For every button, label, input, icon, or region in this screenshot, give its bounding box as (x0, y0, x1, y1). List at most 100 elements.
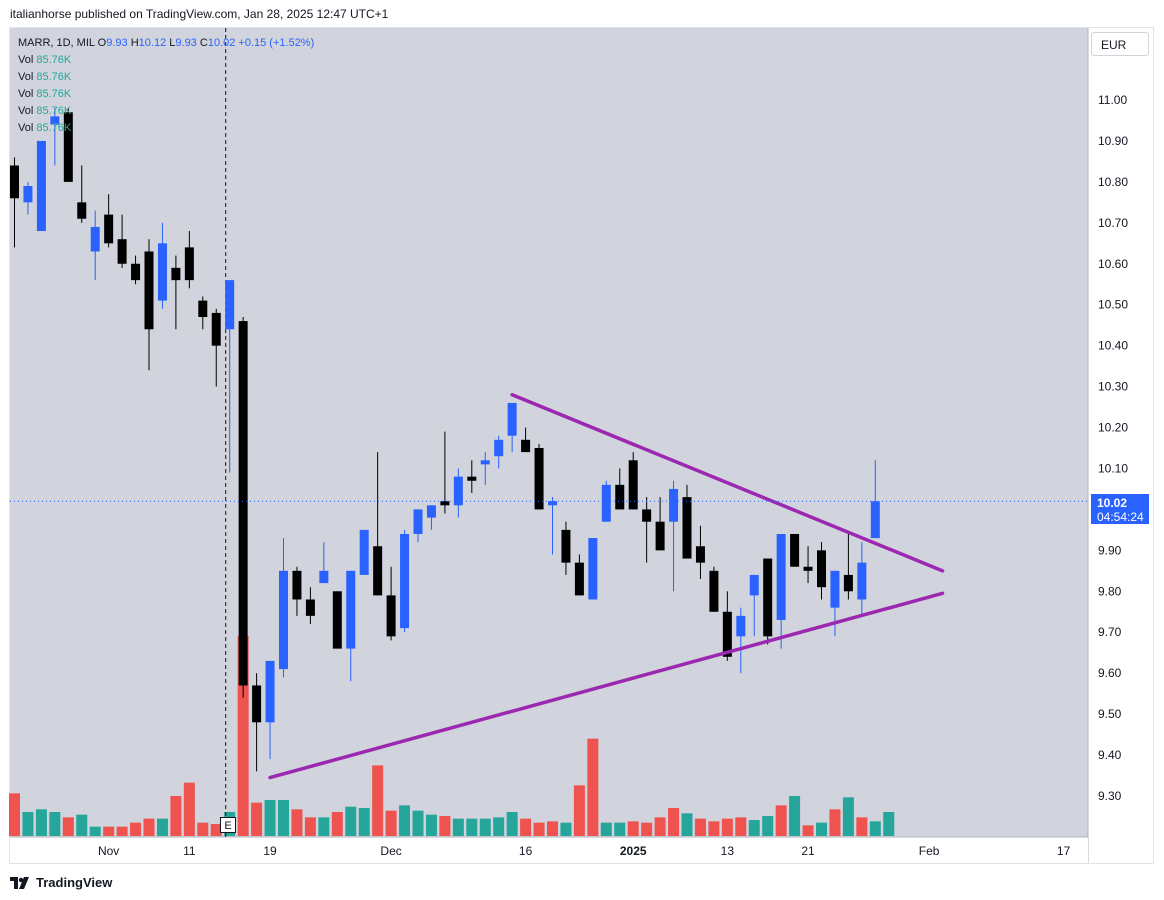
price-tick-label: 9.30 (1098, 789, 1122, 803)
volume-bar (9, 793, 20, 836)
price-tick-label: 10.10 (1098, 461, 1128, 475)
volume-bar (869, 821, 881, 836)
vol-label: Vol (18, 122, 34, 134)
candle-body (171, 267, 181, 281)
candle-body (736, 615, 746, 637)
candle-body (534, 448, 544, 510)
candle-body (763, 558, 773, 637)
price-tick-label: 10.50 (1098, 298, 1128, 312)
candle-body (507, 402, 517, 436)
volume-bar (291, 809, 303, 836)
close-label: C (199, 37, 208, 49)
volume-bar (600, 822, 612, 836)
candle-body (749, 574, 759, 596)
candle-body (238, 321, 248, 686)
candle-body (628, 460, 638, 510)
volume-bar (264, 800, 276, 836)
triangle-trendline (510, 393, 945, 573)
open-label: O (97, 37, 107, 49)
volume-bar (493, 817, 505, 836)
volume-bar (251, 802, 263, 836)
last-price-tag: 10.02 04:54:24 (1091, 494, 1149, 524)
candle-body (373, 546, 383, 596)
volume-bar (762, 816, 774, 836)
candle-body (588, 538, 598, 600)
candle-body (400, 533, 410, 629)
candle-body (722, 611, 732, 657)
candle-body (682, 497, 692, 559)
price-axis-area (1089, 28, 1153, 863)
candle-body (144, 251, 154, 330)
price-tick-label: 9.80 (1098, 584, 1122, 598)
volume-bar (614, 822, 626, 836)
candle-body (440, 501, 450, 506)
price-tick-label: 10.60 (1098, 257, 1128, 271)
volume-bar (358, 808, 370, 836)
candle-body (319, 570, 329, 584)
time-tick-label: 2025 (620, 844, 647, 858)
candle-body (359, 529, 369, 575)
candle-body (332, 591, 342, 649)
plot-background (10, 28, 1088, 837)
time-tick-label: 11 (183, 844, 196, 858)
vol-label: Vol (18, 71, 34, 83)
volume-bar (573, 785, 585, 836)
candle-body (817, 550, 826, 588)
candle-body (211, 312, 221, 346)
volume-bar (560, 822, 572, 836)
earnings-marker[interactable]: E (220, 817, 236, 833)
volume-bar (304, 817, 316, 836)
vol-row: Vol 85.76K (18, 86, 314, 103)
chart-legend: MARR, 1D, MIL O9.93 H10.12 L9.93 C10.02 … (18, 35, 314, 137)
chart-frame (9, 27, 1154, 864)
volume-bar (116, 826, 128, 836)
price-tick-label: 9.40 (1098, 748, 1122, 762)
candle-body (843, 574, 853, 592)
volume-bar (399, 805, 411, 836)
vol-value: 85.76K (36, 71, 72, 83)
time-axis-area (10, 838, 1088, 863)
candle-body (480, 460, 490, 465)
vol-value: 85.76K (36, 88, 72, 100)
publish-caption: italianhorse published on TradingView.co… (10, 7, 389, 21)
candle-body (561, 529, 571, 563)
volume-bar (641, 822, 653, 836)
volume-bar (802, 825, 814, 836)
volume-bar (587, 738, 599, 836)
bar-countdown: 04:54:24 (1097, 510, 1144, 524)
candle-body (292, 570, 302, 600)
volume-bar (479, 818, 491, 836)
volume-bar (425, 814, 437, 836)
candle-body (90, 226, 100, 252)
volume-bar (412, 810, 424, 836)
volume-bar (278, 800, 289, 836)
triangle-trendline (268, 591, 945, 780)
candle-body (346, 570, 356, 649)
candle-body (225, 280, 235, 330)
candle-body (131, 263, 141, 281)
vol-value: 85.76K (36, 122, 72, 134)
last-price-value: 10.02 (1097, 496, 1128, 510)
time-tick-label: 19 (263, 844, 277, 858)
time-tick-label: Nov (98, 844, 119, 858)
price-tick-label: 10.30 (1098, 380, 1128, 394)
candle-body (669, 488, 679, 522)
volume-bar (547, 821, 558, 836)
currency-button[interactable]: EUR (1091, 32, 1149, 56)
vol-label: Vol (18, 54, 34, 66)
candle-body (279, 570, 288, 670)
volume-bar (708, 821, 720, 836)
candle-body (709, 570, 719, 612)
candle-body (790, 533, 800, 567)
high-label: H (130, 37, 139, 49)
tradingview-logo[interactable]: TradingView (10, 875, 112, 890)
open-value: 9.93 (106, 37, 128, 49)
volume-bar (627, 821, 639, 836)
candle-body (386, 595, 396, 637)
price-tick-label: 11.00 (1098, 93, 1127, 107)
price-tick-label: 10.70 (1098, 216, 1128, 230)
volume-bar (49, 812, 61, 836)
candle-body (104, 214, 114, 244)
candle-body (695, 546, 705, 563)
